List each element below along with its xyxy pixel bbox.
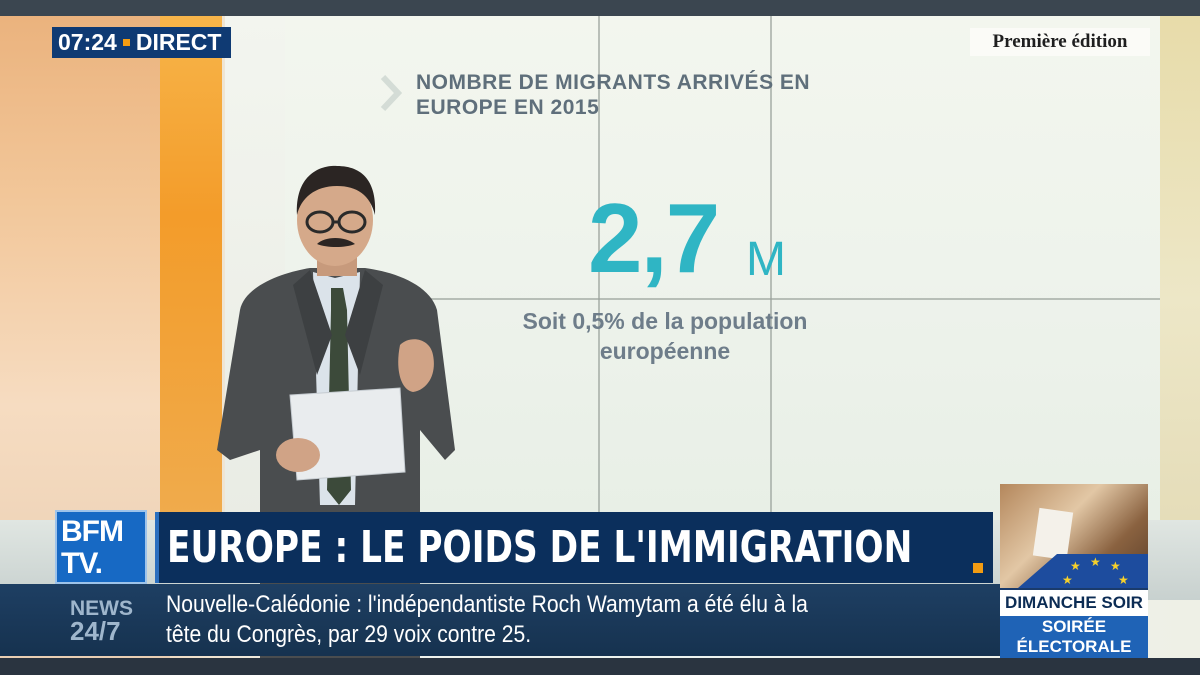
orange-panel — [160, 15, 222, 515]
star-icon: ★ — [1090, 555, 1101, 569]
news-ticker — [0, 584, 1000, 656]
logo-line-2: TV. — [61, 547, 103, 580]
banner-accent-dot — [973, 563, 983, 573]
infographic-unit: M — [746, 233, 786, 286]
election-promo: ★ ★ ★ ★ ★ DIMANCHE SOIR SOIRÉE ÉLECTORALE — [1000, 484, 1148, 658]
screen-seam — [598, 15, 600, 520]
clock-time: 07:24 — [58, 29, 117, 55]
separator-square-icon — [122, 39, 130, 46]
chevron-right-icon — [380, 74, 402, 112]
screen-seam — [285, 298, 1165, 300]
channel-logo: BFM TV. — [55, 510, 147, 584]
infographic-subtitle: Soit 0,5% de la population européenne — [522, 308, 808, 364]
bottom-frame-bar — [0, 658, 1200, 675]
top-frame-bar — [0, 0, 1200, 16]
star-icon: ★ — [1110, 559, 1121, 573]
headline-text: EUROPE : LE POIDS DE L'IMMIGRATION — [167, 522, 913, 573]
headline-banner: EUROPE : LE POIDS DE L'IMMIGRATION — [155, 512, 993, 583]
ballot-paper — [1032, 507, 1074, 561]
news-247-label: NEWS 24/7 — [70, 597, 150, 646]
live-label: DIRECT — [135, 29, 222, 55]
news-label-line1: NEWS — [70, 597, 133, 620]
ticker-line-2: tête du Congrès, par 29 voix contre 25. — [166, 621, 532, 648]
infographic-value: 2,7 — [588, 183, 720, 293]
infographic-title: NOMBRE DE MIGRANTS ARRIVÉS EN EUROPE EN 2… — [416, 71, 811, 119]
star-icon: ★ — [1070, 559, 1081, 573]
logo-line-1: BFM — [61, 515, 124, 548]
star-icon: ★ — [1118, 573, 1129, 587]
right-wall — [1160, 0, 1200, 600]
screen-seam — [770, 15, 772, 520]
news-label-line2: 24/7 — [70, 616, 121, 646]
promo-title: DIMANCHE SOIR — [1000, 590, 1148, 616]
promo-subtitle: SOIRÉE ÉLECTORALE — [1000, 616, 1148, 658]
live-clock-bug: 07:24 DIRECT — [52, 27, 232, 58]
ticker-text: Nouvelle-Calédonie : l'indépendantiste R… — [166, 590, 896, 650]
star-icon: ★ — [1062, 573, 1073, 587]
ticker-line-1: Nouvelle-Calédonie : l'indépendantiste R… — [166, 591, 808, 618]
program-title: Première édition — [970, 28, 1150, 56]
